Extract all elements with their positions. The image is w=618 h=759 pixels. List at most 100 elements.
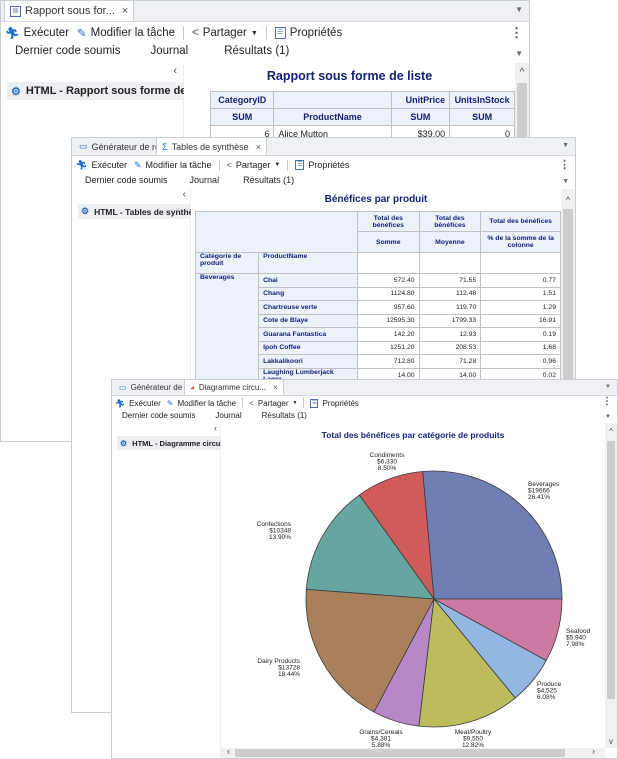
table-row: Beverages Chai 572.40 71.55 0.77 [194, 273, 561, 411]
run-button[interactable]: 🏃︎ Exécuter [5, 27, 69, 40]
tab-last-code[interactable]: Dernier code soumis [15, 45, 121, 57]
horizontal-scrollbar[interactable]: ‹ › [221, 746, 605, 758]
col-header: UnitsInStock [449, 91, 515, 109]
tab-log[interactable]: Journal [215, 411, 242, 420]
run-icon: 🏃︎ [76, 159, 88, 170]
nav-item-html-pie[interactable]: ⚙ HTML - Diagramme circulaire [117, 436, 239, 450]
share-button[interactable]: < Partager ▼ [249, 398, 298, 408]
table-row: Lakkalikoori 712.80 71.28 0.96 [196, 354, 561, 369]
share-icon: < [192, 27, 199, 39]
tab-last-code[interactable]: Dernier code soumis [122, 411, 196, 420]
nav-item-html-summary[interactable]: ⚙ HTML - Tables de synthèse [78, 204, 206, 219]
chevron-down-icon: ▼ [274, 162, 281, 168]
share-button[interactable]: < Partager ▼ [226, 160, 281, 170]
toolbar: 🏃︎ Exécuter ✎ Modifier la tâche < Partager ▼… [115, 396, 617, 410]
run-button[interactable]: 🏃︎ Exécuter [76, 159, 127, 171]
run-button[interactable]: 🏃︎ Exécuter [115, 398, 161, 408]
report-generator-icon: ▭ [79, 141, 88, 151]
properties-icon: ☰ [295, 160, 305, 170]
edit-task-button[interactable]: ✎ Modifier la tâche [77, 27, 176, 40]
subtab-overflow-icon[interactable]: ▼ [605, 414, 611, 420]
subtab-overflow-icon[interactable]: ▼ [515, 49, 523, 58]
summary-table-icon: Σ [162, 141, 168, 152]
stat-header: % de la somme de la colonne [480, 231, 561, 253]
empty-cell [418, 252, 482, 274]
slice-label: Confections $10348 13.90% [257, 521, 292, 541]
summary-table: Total des bénéfices Total des bénéfices … [194, 211, 561, 411]
scroll-thumb[interactable] [607, 441, 615, 699]
row-header: Catégorie de produit [194, 252, 260, 274]
scroll-thumb[interactable] [235, 749, 565, 757]
tab-log[interactable]: Journal [150, 45, 189, 57]
tab-last-code[interactable]: Dernier code soumis [85, 175, 168, 185]
tab-list-report[interactable]: ▤ Rapport sous for... × [4, 1, 135, 21]
pie-slice-seafood [433, 598, 563, 662]
tab-pie-chart[interactable]: ◕ Diagramme circu... × [184, 380, 284, 395]
more-options-icon[interactable]: ⋮ [559, 159, 570, 171]
col-header: Total des bénéfices [418, 211, 482, 232]
share-icon: < [249, 398, 254, 408]
toolbar: 🏃︎ Exécuter ✎ Modifier la tâche < Partager ▼… [76, 157, 575, 173]
share-icon: < [226, 160, 232, 170]
properties-button[interactable]: ☰ Propriétés [274, 27, 342, 39]
divider [183, 26, 185, 40]
stat-header: Somme [356, 231, 420, 253]
tab-log[interactable]: Journal [189, 175, 220, 185]
nav-item-html-report[interactable]: ⚙ HTML - Rapport sous forme de liste [7, 82, 216, 100]
collapse-pane-icon[interactable]: ‹ [173, 65, 177, 77]
tab-summary-tables[interactable]: Σ Tables de synthèse × [156, 138, 267, 155]
tab-report-generator[interactable]: ▭ Générateur de re... [119, 383, 199, 392]
scroll-down-icon[interactable]: v [609, 737, 613, 746]
properties-icon: ☰ [310, 398, 319, 408]
slice-label: Seafood $5,940 7.98% [566, 628, 591, 648]
scroll-up-icon[interactable]: ^ [609, 427, 613, 436]
properties-button[interactable]: ☰ Propriétés [295, 160, 350, 170]
tab-results[interactable]: Résultats (1) [251, 411, 318, 427]
report-title: Rapport sous forme de liste [266, 69, 433, 83]
subtab-overflow-icon[interactable]: ▼ [562, 178, 569, 185]
report-icon: ▤ [10, 5, 21, 17]
col-header: CategoryID [209, 91, 275, 109]
col-header: Total des bénéfices [480, 211, 561, 232]
slice-label: Meat/Poultry $9,550 12.82% [455, 729, 492, 748]
edit-task-button[interactable]: ✎ Modifier la tâche [166, 398, 237, 408]
vertical-scrollbar[interactable]: ^ v [605, 423, 617, 748]
pencil-icon: ✎ [77, 28, 87, 40]
tab-report-generator[interactable]: ▭ Générateur de re... [79, 141, 168, 152]
pie-slice-meat-poultry [418, 598, 516, 728]
scroll-thumb[interactable] [563, 209, 573, 409]
col-header [273, 91, 392, 109]
edit-task-button[interactable]: ✎ Modifier la tâche [133, 159, 212, 171]
result-subtabs: Dernier code soumis Journal Résultats (1… [72, 175, 575, 193]
divider [218, 159, 220, 171]
col-header: ProductName [273, 108, 392, 126]
more-options-icon[interactable]: ⋮ [510, 25, 523, 40]
slice-label: Beverages $19666 26.41% [528, 481, 560, 501]
slice-label: Dairy Products $13728 18.44% [257, 658, 300, 678]
scroll-up-icon[interactable]: ^ [565, 195, 571, 205]
empty-cell [356, 252, 420, 274]
tab-strip: ▭ Générateur de re... Σ Tables de synthè… [72, 138, 575, 156]
pie-slice-confections [305, 494, 435, 600]
share-button[interactable]: < Partager ▼ [192, 27, 258, 39]
collapse-pane-icon[interactable]: ‹ [214, 423, 217, 433]
slice-label: Condiments $6,330 8.50% [370, 452, 405, 472]
window-pie-chart: ▭ Générateur de re... ◕ Diagramme circu.… [111, 379, 618, 759]
tab-overflow-icon[interactable]: ▼ [515, 5, 523, 14]
close-icon[interactable]: × [272, 383, 278, 392]
close-icon[interactable]: × [255, 141, 261, 152]
tab-overflow-icon[interactable]: ▼ [605, 384, 611, 390]
more-options-icon[interactable]: ⋮ [602, 396, 612, 407]
divider [265, 26, 267, 40]
scroll-up-icon[interactable]: ^ [519, 67, 525, 78]
tab-results[interactable]: Résultats (1) [233, 175, 305, 193]
scroll-left-icon[interactable]: ‹ [227, 746, 230, 756]
properties-button[interactable]: ☰ Propriétés [310, 398, 359, 408]
tab-results[interactable]: Résultats (1) [214, 45, 300, 67]
col-header: Total des bénéfices [356, 211, 420, 232]
collapse-pane-icon[interactable]: ‹ [182, 189, 186, 200]
scroll-right-icon[interactable]: › [592, 746, 595, 756]
pie-slice-dairy-products [305, 588, 435, 713]
close-icon[interactable]: × [121, 5, 129, 17]
tab-overflow-icon[interactable]: ▼ [562, 142, 569, 149]
